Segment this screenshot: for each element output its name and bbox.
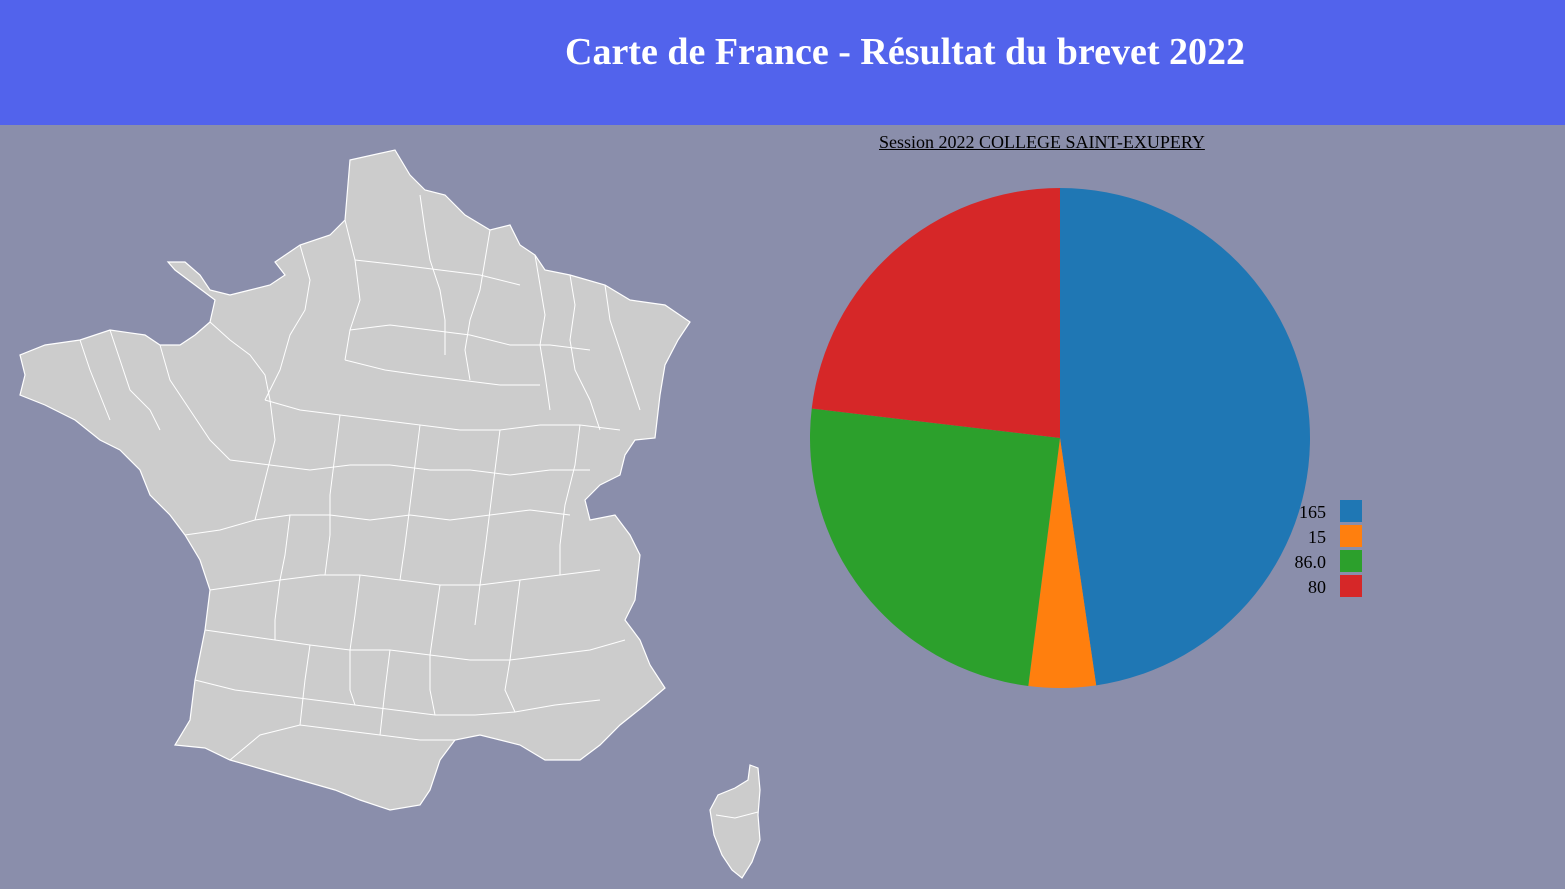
pie-slices [810,188,1311,688]
pie-slice-1[interactable] [1028,438,1097,688]
map-mainland-outline [19,149,691,811]
page-title: Carte de France - Résultat du brevet 202… [565,31,1245,73]
chart-title: Session 2022 COLLEGE SAINT-EXUPERY [879,132,1205,152]
map-corsica-border [715,811,759,819]
legend-label-2: 86.0 [1295,552,1327,572]
map-mainland [19,149,691,811]
map-corsica [709,764,761,879]
france-map [0,140,780,885]
legend-swatch-3 [1340,575,1362,597]
pie-slice-3[interactable] [811,188,1060,438]
legend-swatch-0 [1340,500,1362,522]
legend-swatch-2 [1340,550,1362,572]
legend-label-0: 165 [1299,502,1326,522]
chart-legend: 165 15 86.0 80 [1295,500,1362,597]
map-department-borders [79,194,641,761]
header-bar: Carte de France - Résultat du brevet 202… [0,0,1565,125]
legend-label-1: 15 [1308,527,1326,547]
pie-slice-0[interactable] [1060,188,1311,686]
pie-chart: 165 15 86.0 80 [810,188,1362,688]
pie-slice-2[interactable] [810,408,1060,686]
legend-label-3: 80 [1308,577,1326,597]
legend-swatch-1 [1340,525,1362,547]
